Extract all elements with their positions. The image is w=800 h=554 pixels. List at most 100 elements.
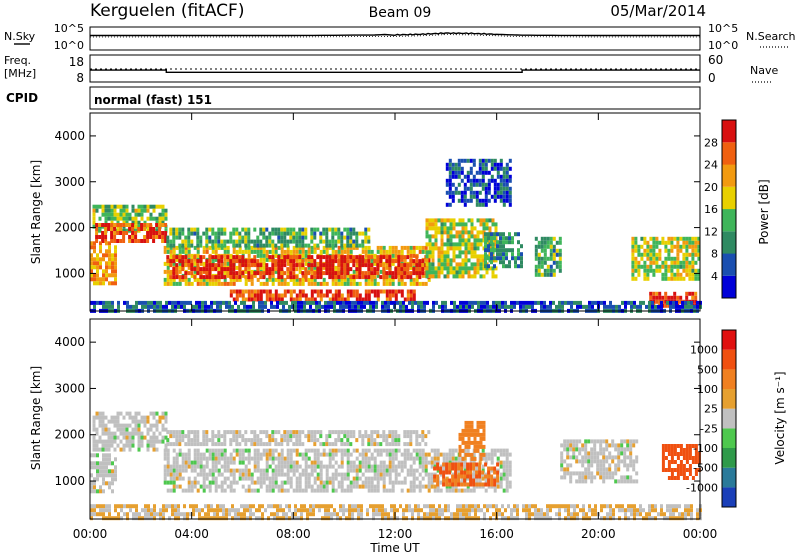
heatmap-cell xyxy=(487,478,491,483)
heatmap-cell xyxy=(391,480,395,485)
heatmap-cell xyxy=(481,162,485,167)
heatmap-cell xyxy=(193,261,197,266)
heatmap-cell xyxy=(96,469,99,474)
heatmap-cell xyxy=(476,440,480,445)
heatmap-cell xyxy=(409,297,413,302)
heatmap-cell xyxy=(313,271,317,276)
heatmap-cell xyxy=(685,268,689,273)
heatmap-cell xyxy=(280,434,284,439)
heatmap-cell xyxy=(283,488,287,493)
heatmap-cell xyxy=(387,304,390,309)
heatmap-cell xyxy=(348,300,351,305)
heatmap-cell xyxy=(195,300,198,305)
heatmap-cell xyxy=(241,460,245,465)
heatmap-cell xyxy=(175,476,179,481)
heatmap-cell xyxy=(238,472,242,477)
heatmap-cell xyxy=(385,277,389,282)
heatmap-cell xyxy=(502,256,505,261)
heatmap-cell xyxy=(280,259,284,264)
heatmap-cell xyxy=(247,245,251,250)
heatmap-cell xyxy=(270,300,273,305)
heatmap-cell xyxy=(487,482,491,487)
heatmap-cell xyxy=(596,455,600,460)
heatmap-cell xyxy=(328,263,332,268)
heatmap-cell xyxy=(667,268,671,273)
heatmap-cell xyxy=(214,452,218,457)
heatmap-cell xyxy=(93,265,96,270)
heatmap-cell xyxy=(463,448,467,453)
heatmap-cell xyxy=(149,231,153,235)
heatmap-cell xyxy=(93,508,96,513)
heatmap-cell xyxy=(387,300,390,305)
heatmap-cell xyxy=(364,289,368,294)
heatmap-cell xyxy=(412,456,416,461)
heatmap-cell xyxy=(110,204,114,209)
heatmap-cell xyxy=(193,438,197,443)
heatmap-cell xyxy=(346,271,350,276)
heatmap-cell xyxy=(537,268,541,273)
heatmap-cell xyxy=(163,277,167,282)
heatmap-cell xyxy=(382,476,386,481)
heatmap-cell xyxy=(310,275,314,280)
heatmap-cell xyxy=(286,227,290,232)
heatmap-cell xyxy=(337,263,341,268)
heatmap-cell xyxy=(184,275,188,280)
heatmap-cell xyxy=(253,289,257,294)
heatmap-cell xyxy=(442,462,446,467)
heatmap-cell xyxy=(502,468,506,473)
heatmap-cell xyxy=(93,504,96,509)
heatmap-cell xyxy=(446,274,450,279)
heatmap-cell xyxy=(289,227,293,232)
heatmap-cell xyxy=(217,430,221,435)
heatmap-cell xyxy=(190,464,194,469)
heatmap-cell xyxy=(268,231,272,236)
heatmap-cell xyxy=(166,249,170,254)
heatmap-cell xyxy=(461,250,465,255)
heatmap-cell xyxy=(343,281,347,286)
heatmap-cell xyxy=(620,459,624,464)
heatmap-cell xyxy=(403,245,407,250)
heatmap-cell xyxy=(247,277,251,282)
heatmap-cell xyxy=(161,235,165,239)
heatmap-cell xyxy=(409,289,413,294)
heatmap-cell xyxy=(406,297,410,302)
heatmap-cell xyxy=(238,263,242,268)
heatmap-cell xyxy=(670,276,674,281)
heatmap-cell xyxy=(575,459,579,464)
heatmap-cell xyxy=(496,256,499,261)
heatmap-cell xyxy=(496,448,500,453)
heatmap-cell xyxy=(491,222,495,227)
heatmap-cell xyxy=(415,245,419,250)
heatmap-cell xyxy=(617,459,621,464)
heatmap-cell xyxy=(370,484,374,489)
heatmap-cell xyxy=(488,218,492,223)
heatmap-cell xyxy=(505,248,508,253)
heatmap-cell xyxy=(169,243,173,248)
heatmap-cell xyxy=(462,304,465,309)
heatmap-cell xyxy=(382,281,386,286)
heatmap-cell xyxy=(316,267,320,272)
heatmap-cell xyxy=(226,460,230,465)
heatmap-cell xyxy=(96,300,99,305)
heatmap-cell xyxy=(99,241,102,246)
heatmap-cell xyxy=(334,239,338,244)
heatmap-cell xyxy=(226,464,230,469)
heatmap-cell xyxy=(421,448,425,453)
heatmap-cell xyxy=(155,235,159,239)
heatmap-cell xyxy=(337,464,341,469)
heatmap-cell xyxy=(470,274,474,279)
heatmap-cell xyxy=(461,448,465,453)
heatmap-cell xyxy=(448,162,452,167)
heatmap-cell xyxy=(400,263,404,268)
heatmap-cell xyxy=(431,270,435,275)
heatmap-cell xyxy=(95,415,99,420)
heatmap-cell xyxy=(289,259,293,264)
heatmap-cell xyxy=(90,277,93,282)
heatmap-cell xyxy=(262,442,266,447)
heatmap-cell xyxy=(325,259,329,264)
heatmap-cell xyxy=(146,235,150,239)
heatmap-cell xyxy=(352,239,356,244)
heatmap-cell xyxy=(310,231,314,236)
heatmap-cell xyxy=(484,158,488,163)
heatmap-cell xyxy=(599,451,603,456)
